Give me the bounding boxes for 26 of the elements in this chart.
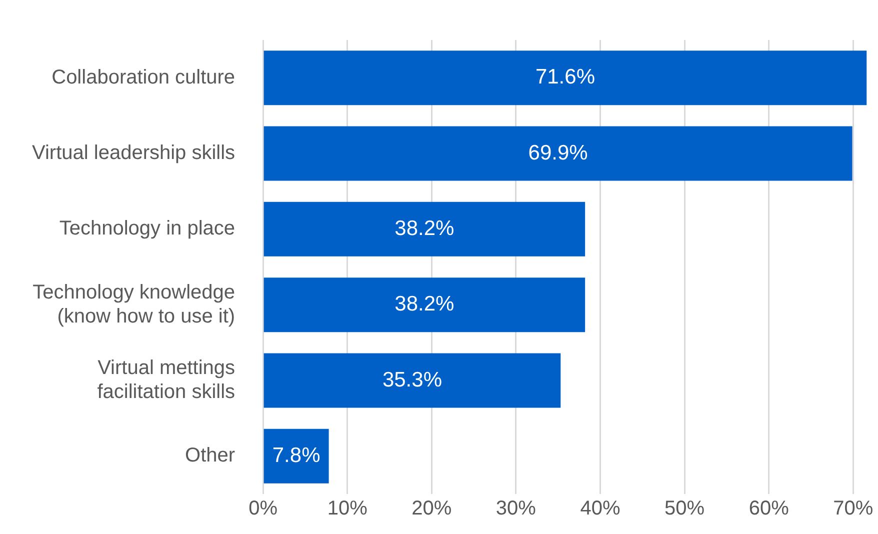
data-label: 7.8% xyxy=(272,444,320,467)
x-tick-label: 20% xyxy=(412,498,452,520)
data-label: 69.9% xyxy=(528,141,588,164)
bar xyxy=(264,278,586,332)
y-tick-label: Technology knowledge (know how to use it) xyxy=(32,281,236,328)
x-tick-label: 0% xyxy=(248,498,278,520)
bar xyxy=(264,50,867,106)
data-label: 38.2% xyxy=(394,292,454,316)
bar xyxy=(264,202,586,256)
x-tick-label: 40% xyxy=(580,498,620,520)
y-tick-label: Other xyxy=(185,444,236,467)
x-tick-label: 30% xyxy=(496,498,536,520)
data-label: 71.6% xyxy=(535,66,595,89)
data-label: 38.2% xyxy=(394,216,454,240)
y-tick-label: Virtual leadership skills xyxy=(32,142,236,164)
x-tick-label: 70% xyxy=(833,498,874,520)
x-tick-label: 10% xyxy=(327,498,368,520)
y-tick-label: Technology in place xyxy=(59,218,236,240)
bar xyxy=(264,428,329,484)
x-tick-label: 50% xyxy=(664,498,705,520)
data-label: 35.3% xyxy=(382,368,442,392)
y-tick-label: Virtual mettings facilitation skills xyxy=(97,357,236,404)
bar xyxy=(264,126,852,181)
x-tick-label: 60% xyxy=(748,498,790,520)
y-tick-label: Collaboration culture xyxy=(52,66,236,88)
bar xyxy=(264,353,561,408)
